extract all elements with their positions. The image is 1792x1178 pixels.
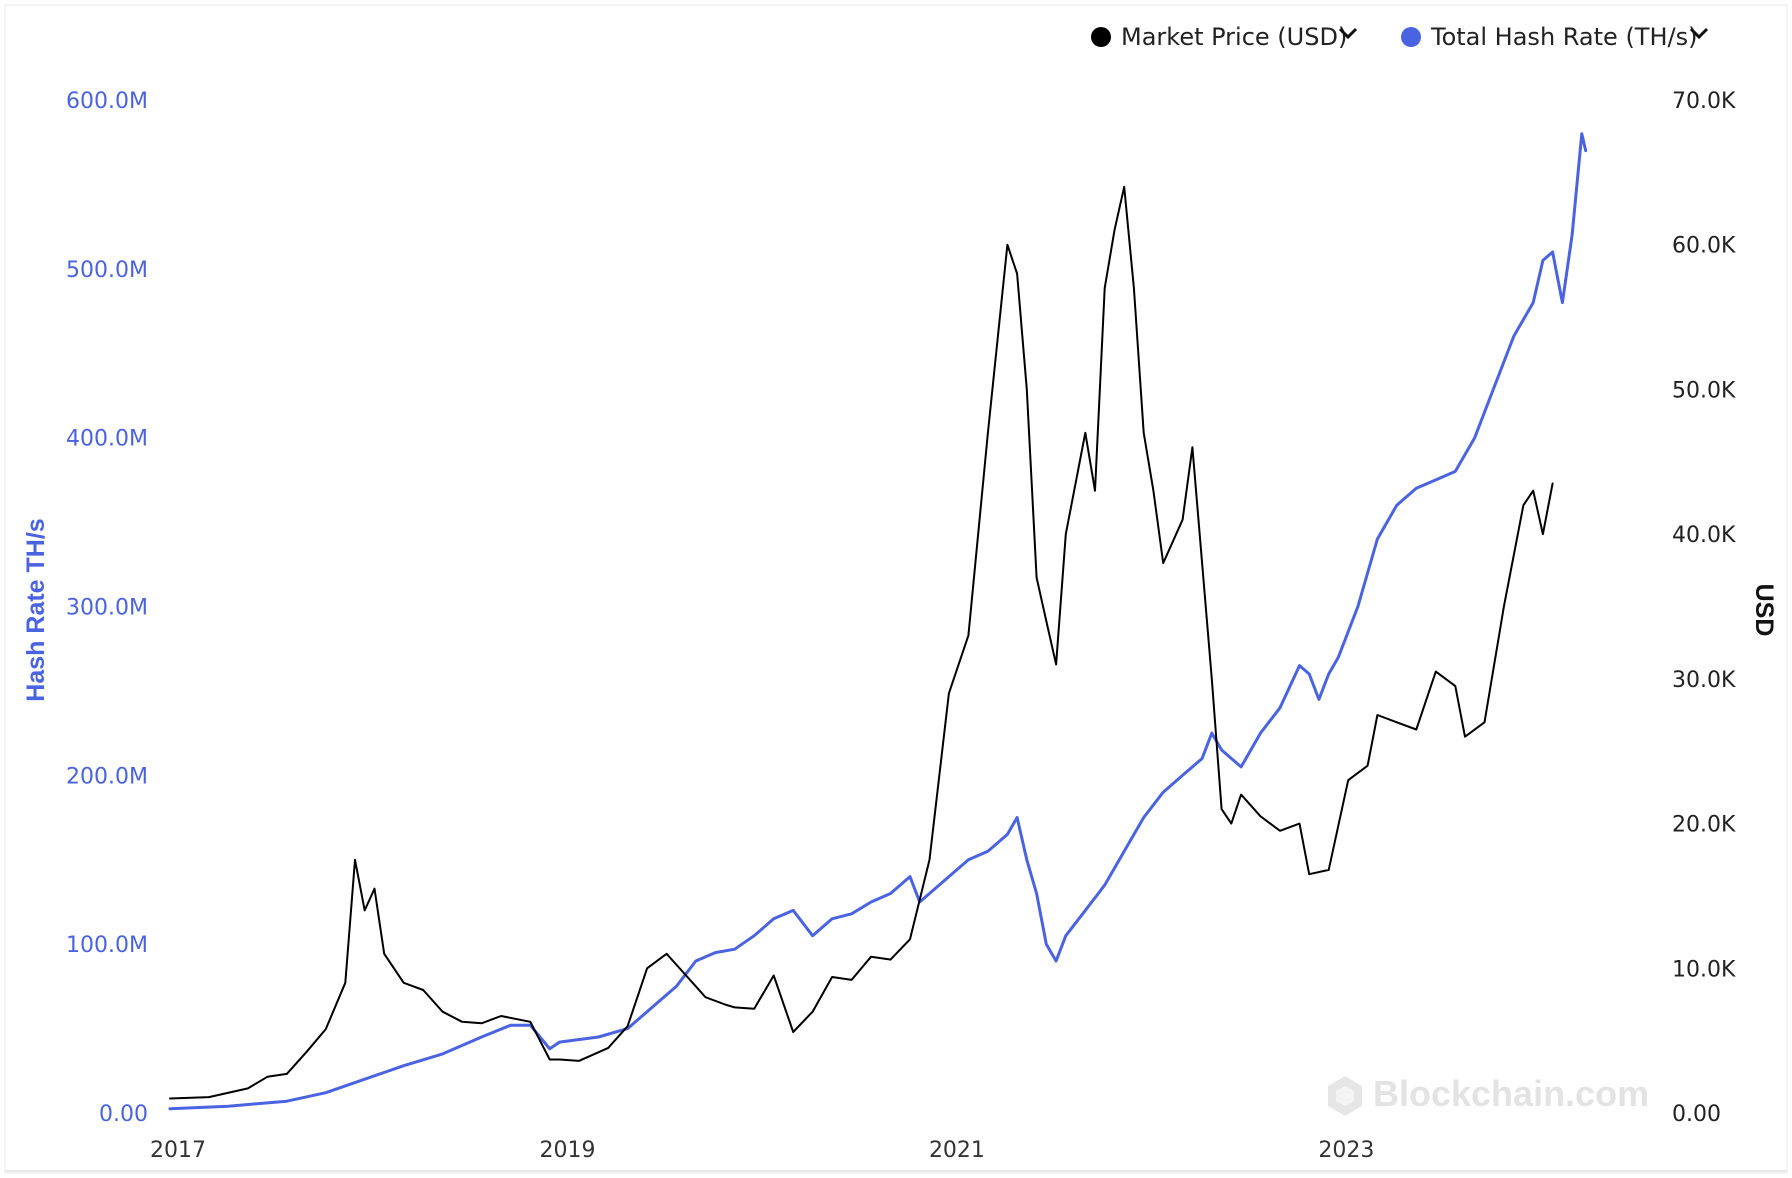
series-layer [168,132,1588,1111]
x-tick-label: 2019 [539,1138,595,1163]
y-right-tick-label: 70.0K [1672,89,1736,114]
y-right-tick-label: 10.0K [1672,957,1736,982]
y-right-tick-label: 30.0K [1672,668,1736,693]
y-right-tick-label: 40.0K [1672,523,1736,548]
x-axis: 2017 2019 2021 2023 [150,1138,1374,1163]
chevron-down-icon[interactable] [1338,27,1358,40]
legend-dot-market-price [1091,27,1111,47]
y-left-tick-label: 500.0M [66,258,148,283]
legend-item-hash-rate[interactable]: Total Hash Rate (TH/s) [1401,23,1709,51]
y-left-tick-label: 200.0M [66,764,148,789]
watermark-text: Blockchain.com [1373,1073,1649,1114]
y-left-tick-label: 300.0M [66,596,148,621]
blockchain-logo-icon [1328,1076,1362,1116]
x-tick-label: 2017 [150,1138,206,1163]
legend-label-market-price: Market Price (USD) [1121,23,1347,51]
y-right-tick-label: 60.0K [1672,234,1736,259]
y-axis-right-title: USD [1750,584,1778,637]
x-tick-label: 2023 [1318,1138,1374,1163]
y-left-tick-label: 600.0M [66,89,148,114]
watermark: Blockchain.com [1328,1073,1649,1116]
legend-dot-hash-rate [1401,27,1421,47]
series-line-market-price [169,185,1554,1100]
y-right-tick-label: 50.0K [1672,378,1736,403]
y-right-tick-label: 0.00 [1672,1102,1721,1127]
y-left-tick-label: 100.0M [66,933,148,958]
y-left-tick-label: 400.0M [66,427,148,452]
y-axis-right: 0.00 10.0K 20.0K 30.0K 40.0K 50.0K 60.0K 70.0K [1672,89,1736,1127]
y-left-tick-label: 0.00 [99,1102,148,1127]
y-axis-left-title: Hash Rate TH/s [22,518,50,701]
chart-frame [4,4,1788,1174]
legend-item-market-price[interactable]: Market Price (USD) [1091,23,1358,51]
legend-label-hash-rate: Total Hash Rate (TH/s) [1430,23,1697,51]
y-right-tick-label: 20.0K [1672,813,1736,838]
legend: Market Price (USD) Total Hash Rate (TH/s… [1091,23,1709,51]
y-axis-left: 0.00 100.0M 200.0M 300.0M 400.0M 500.0M 600.0M [66,89,148,1127]
x-tick-label: 2021 [929,1138,985,1163]
series-line-hash-rate [168,132,1588,1111]
chevron-down-icon[interactable] [1689,27,1709,40]
